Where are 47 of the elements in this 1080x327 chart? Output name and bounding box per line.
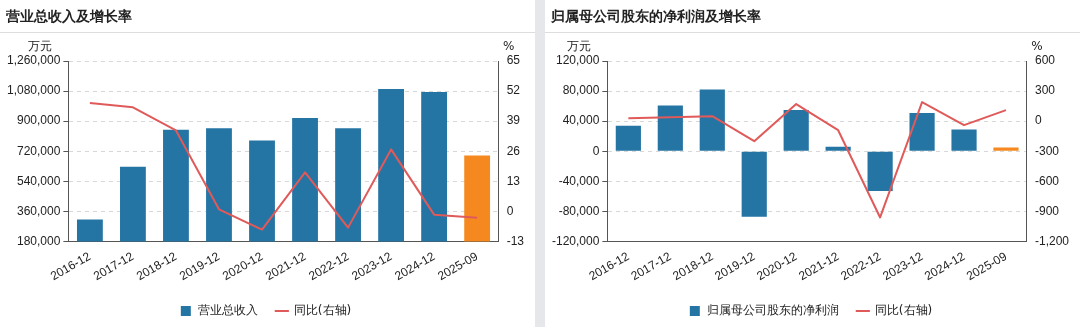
y2-tick-label: -13 (506, 233, 525, 248)
y-tick-label: 900,000 (16, 113, 61, 128)
y-tick-label: 720,000 (16, 143, 61, 158)
y2-tick-label: 39 (506, 113, 521, 128)
y-tick-label: -80,000 (558, 203, 600, 218)
bar (615, 125, 641, 151)
y-tick-label: 40,000 (562, 113, 600, 128)
legend-label: 同比(右轴) (874, 303, 933, 318)
y-tick-label: -120,000 (552, 233, 600, 248)
y-axis-title: 万元 (28, 39, 53, 54)
y2-tick-label: 0 (1034, 113, 1042, 128)
y2-tick-label: 52 (506, 83, 521, 98)
bar (993, 147, 1019, 151)
y2-axis-title: % (1031, 39, 1043, 54)
y2-tick-label: 26 (506, 143, 521, 158)
legend-label: 同比(右轴) (293, 303, 352, 318)
legend-label: 归属母公司股东的净利润 (706, 303, 839, 318)
y-tick-label: 1,080,000 (6, 83, 61, 98)
y2-tick-label: 0 (506, 203, 514, 218)
y2-axis-title: % (502, 39, 515, 54)
chart-title: 营业总收入及增长率 (0, 0, 535, 33)
bar (657, 105, 683, 151)
y2-tick-label: 13 (506, 173, 521, 188)
y-tick-label: 0 (592, 143, 600, 158)
y2-tick-label: -900 (1034, 203, 1060, 218)
y-tick-label: -40,000 (558, 173, 600, 188)
y2-tick-label: -1,200 (1034, 233, 1070, 248)
y-tick-label: 180,000 (16, 233, 61, 248)
chart-title: 归属母公司股东的净利润及增长率 (545, 0, 1080, 33)
bar (699, 89, 725, 151)
legend-label: 营业总收入 (197, 303, 258, 318)
y-tick-label: 120,000 (555, 53, 600, 68)
bar (741, 151, 767, 217)
y2-tick-label: -300 (1034, 143, 1060, 158)
y2-tick-label: -600 (1034, 173, 1060, 188)
bar (867, 151, 893, 192)
y-tick-label: 360,000 (16, 203, 61, 218)
y-axis-title: 万元 (567, 39, 592, 54)
y2-tick-label: 65 (506, 53, 521, 68)
bar (783, 109, 809, 151)
y-tick-label: 540,000 (16, 173, 61, 188)
y2-tick-label: 600 (1034, 53, 1056, 68)
bar (951, 129, 977, 151)
bar (909, 112, 935, 151)
y-tick-label: 80,000 (562, 83, 600, 98)
y-tick-label: 1,260,000 (6, 53, 61, 68)
y2-tick-label: 300 (1034, 83, 1056, 98)
